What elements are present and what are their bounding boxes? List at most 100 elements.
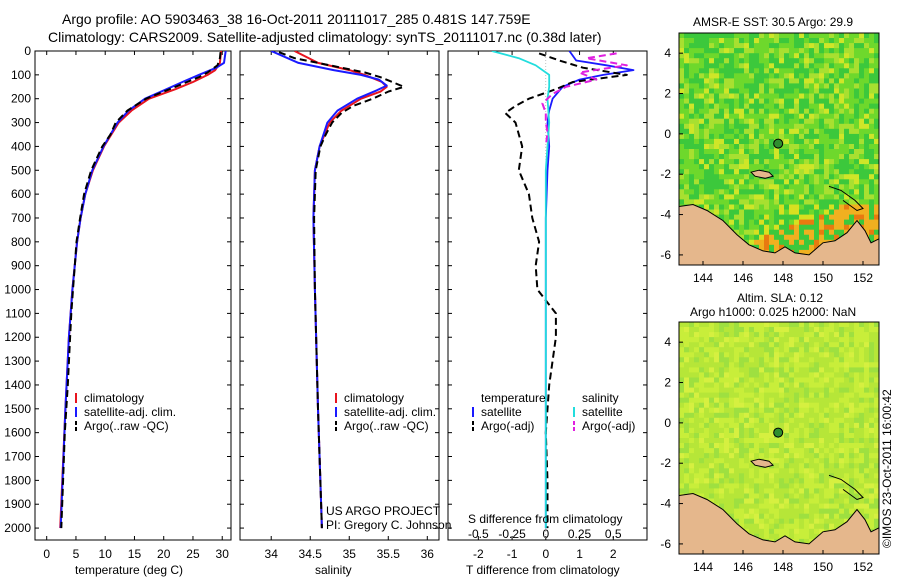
map-cell [814, 93, 820, 99]
map-cell [709, 473, 715, 479]
map-cell [804, 448, 810, 454]
map-cell [864, 468, 870, 474]
map-cell [714, 427, 720, 434]
map-cell [849, 93, 855, 99]
map-cell [849, 337, 855, 343]
map-cell [824, 209, 830, 215]
map-cell [794, 488, 800, 494]
map-cell [754, 224, 760, 231]
map-cell [859, 209, 865, 215]
difference-frame [447, 50, 648, 541]
map-cell [794, 397, 800, 404]
map-cell [759, 473, 765, 479]
map-cell [849, 417, 855, 424]
map-cell [809, 159, 815, 165]
map-cell [844, 149, 850, 155]
map-cell [729, 352, 735, 358]
map-cell [754, 108, 760, 115]
map-cell [684, 488, 690, 494]
map-cell [714, 123, 720, 130]
map-cell [729, 43, 735, 49]
map-cell [814, 224, 820, 231]
map-cell [869, 83, 875, 89]
map-cell [784, 149, 790, 155]
map-cell [874, 234, 879, 241]
map-cell [869, 118, 875, 125]
map-cell [684, 48, 690, 54]
map-cell [834, 412, 840, 419]
map-cell [799, 189, 805, 195]
map-cell [689, 392, 695, 399]
map-cell [859, 448, 865, 454]
map-cell [759, 422, 765, 429]
map-cell [739, 433, 745, 439]
map-cell [729, 347, 735, 353]
map-cell [759, 108, 765, 115]
map-cell [729, 417, 735, 424]
map-cell [784, 78, 790, 84]
map-cell [874, 128, 879, 135]
map-cell [834, 68, 840, 74]
map-cell [709, 458, 715, 464]
map-cell [849, 169, 855, 175]
map-cell [739, 352, 745, 358]
map-cell [769, 38, 775, 44]
map-y-tick-label: 0 [664, 416, 671, 430]
map-cell [814, 332, 820, 338]
map-cell [719, 118, 725, 125]
map-cell [679, 357, 685, 363]
map-cell [809, 347, 815, 353]
map-cell [829, 493, 835, 499]
map-cell [819, 98, 825, 105]
map-cell [804, 357, 810, 363]
map-cell [859, 144, 865, 150]
map-cell [819, 199, 825, 205]
map-cell [734, 73, 740, 79]
depth-tick-label: 200 [11, 92, 31, 106]
map-cell [744, 518, 750, 525]
map-cell [804, 538, 810, 545]
map-cell [729, 397, 735, 404]
map-cell [739, 372, 745, 378]
map-cell [774, 189, 780, 195]
map-cell [704, 468, 710, 474]
map-cell [859, 438, 865, 444]
map-cell [859, 498, 865, 504]
map-cell [794, 128, 800, 135]
map-cell [869, 357, 875, 363]
map-cell [789, 103, 795, 110]
map-cell [764, 108, 770, 115]
map-cell [734, 402, 740, 409]
map-cell [749, 322, 755, 328]
map-cell [794, 433, 800, 439]
map-cell [719, 443, 725, 449]
map-cell [859, 362, 865, 368]
map-cell [724, 508, 730, 515]
sla-map-subtitle: Argo h1000: 0.025 h2000: NaN [690, 305, 857, 319]
map-cell [869, 523, 875, 530]
map-cell [849, 123, 855, 130]
map-cell [864, 88, 870, 94]
map-cell [859, 214, 865, 221]
map-cell [874, 488, 879, 494]
map-cell [814, 73, 820, 79]
map-cell [734, 103, 740, 110]
map-cell [804, 88, 810, 94]
series-argo-raw-qc- [278, 51, 405, 529]
map-cell [779, 83, 785, 89]
map-cell [764, 508, 770, 515]
map-cell [744, 352, 750, 358]
map-cell [719, 402, 725, 409]
map-cell [704, 473, 710, 479]
map-cell [834, 518, 840, 525]
map-cell [714, 113, 720, 120]
map-cell [844, 194, 850, 200]
map-cell [764, 48, 770, 54]
map-cell [689, 113, 695, 120]
map-cell [864, 392, 870, 399]
map-cell [704, 73, 710, 79]
map-cell [774, 179, 780, 185]
map-cell [679, 63, 685, 69]
map-cell [844, 322, 850, 328]
map-cell [729, 483, 735, 489]
